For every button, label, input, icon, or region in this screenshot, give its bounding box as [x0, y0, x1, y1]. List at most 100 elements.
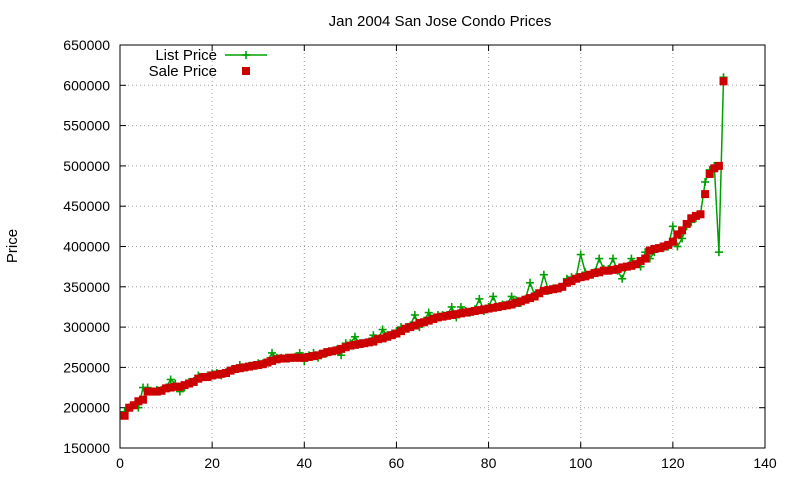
- sale-price-point: [696, 210, 705, 219]
- x-tick-label: 40: [296, 455, 312, 471]
- sale-price-point: [668, 237, 677, 246]
- sale-price-point: [562, 278, 571, 287]
- sale-price-point: [632, 260, 640, 269]
- sale-price-point: [346, 341, 355, 350]
- sale-price-point: [323, 348, 332, 357]
- list-price-point: [576, 250, 585, 259]
- sale-price-point: [682, 219, 691, 228]
- y-tick-label: 550000: [63, 118, 110, 134]
- sale-price-point: [360, 339, 369, 348]
- sale-price-point: [249, 361, 258, 370]
- list-price-point: [539, 270, 548, 279]
- sale-price-point: [613, 265, 622, 274]
- x-tick-label: 140: [753, 455, 777, 471]
- sale-price-point: [650, 244, 659, 253]
- sale-price-point: [526, 294, 535, 303]
- y-tick-label: 350000: [63, 279, 110, 295]
- sale-price-point: [599, 266, 608, 275]
- sale-price-point: [263, 358, 272, 367]
- sale-price-point: [148, 387, 157, 396]
- sale-price-point: [208, 371, 217, 380]
- legend-list-price-swatch: [225, 51, 267, 59]
- y-tick-label: 450000: [63, 198, 110, 214]
- y-tick-label: 300000: [63, 319, 110, 335]
- x-tick-label: 0: [116, 455, 124, 471]
- sale-price-point: [314, 351, 323, 360]
- y-tick-label: 650000: [63, 37, 110, 53]
- sale-price-point: [327, 347, 336, 356]
- sale-price-point: [392, 329, 401, 338]
- sale-price-point: [203, 373, 212, 382]
- sale-price-point: [415, 319, 424, 328]
- sale-price-point: [258, 360, 267, 369]
- sale-price-point: [498, 302, 507, 311]
- list-price-point: [595, 254, 604, 263]
- sale-price-point: [641, 254, 650, 263]
- list-price-point: [410, 311, 419, 320]
- sale-price-point: [664, 240, 673, 249]
- sale-price-point: [701, 190, 710, 199]
- list-price-point: [268, 348, 277, 357]
- sale-price-point: [198, 373, 207, 382]
- sale-price-point: [355, 340, 364, 349]
- sale-price-point: [171, 382, 180, 391]
- sale-price-point: [318, 349, 327, 358]
- x-tick-label: 80: [481, 455, 497, 471]
- sale-price-point: [678, 226, 687, 235]
- sale-price-series: [120, 77, 728, 420]
- sale-price-point: [268, 356, 277, 365]
- sale-price-point: [332, 346, 341, 355]
- sale-price-point: [549, 285, 558, 294]
- sale-price-point: [507, 300, 516, 309]
- list-price-point: [673, 242, 682, 251]
- sale-price-point: [516, 297, 525, 306]
- sale-price-point: [493, 302, 502, 311]
- list-price-point: [507, 292, 516, 301]
- sale-price-point: [627, 261, 636, 270]
- sale-price-point: [309, 352, 318, 361]
- sale-price-point: [369, 337, 378, 346]
- sale-price-point: [553, 284, 562, 293]
- list-price-point: [526, 278, 535, 287]
- sale-price-point: [443, 311, 452, 320]
- sale-price-point: [452, 310, 461, 319]
- sale-price-point: [152, 387, 161, 396]
- sale-price-point: [350, 340, 359, 349]
- sale-price-point: [125, 403, 134, 412]
- sale-price-point: [194, 374, 203, 383]
- sale-price-point: [304, 352, 313, 361]
- y-tick-label: 400000: [63, 239, 110, 255]
- sale-price-point: [438, 312, 447, 321]
- sale-price-point: [185, 379, 194, 388]
- sale-price-point: [659, 242, 668, 251]
- sale-price-point: [521, 295, 530, 304]
- sale-price-point: [456, 309, 465, 318]
- sale-price-point: [383, 332, 392, 341]
- sale-price-point: [281, 354, 290, 363]
- sale-price-point: [272, 355, 281, 364]
- sale-price-point: [245, 362, 253, 371]
- sale-price-point: [604, 266, 613, 275]
- sale-price-point: [572, 274, 581, 283]
- sale-price-point: [180, 381, 189, 390]
- x-tick-label: 100: [569, 455, 593, 471]
- sale-price-point: [466, 307, 475, 316]
- sale-price-point: [687, 214, 696, 223]
- sale-price-point: [300, 353, 309, 362]
- sale-price-point: [470, 306, 479, 315]
- sale-price-point: [277, 354, 286, 363]
- sale-price-point: [636, 257, 645, 266]
- sale-price-point: [221, 369, 230, 378]
- list-price-point: [424, 308, 433, 317]
- sale-price-point: [719, 77, 728, 86]
- sale-price-point: [397, 327, 406, 336]
- sale-price-point: [484, 304, 493, 313]
- legend-list-price-marker: [242, 51, 250, 59]
- sale-price-point: [175, 382, 184, 391]
- legend-list-price-label: List Price: [155, 47, 217, 64]
- list-price-point: [475, 294, 484, 303]
- sale-price-point: [226, 366, 235, 375]
- sale-price-point: [608, 265, 617, 274]
- sale-price-point: [705, 169, 714, 178]
